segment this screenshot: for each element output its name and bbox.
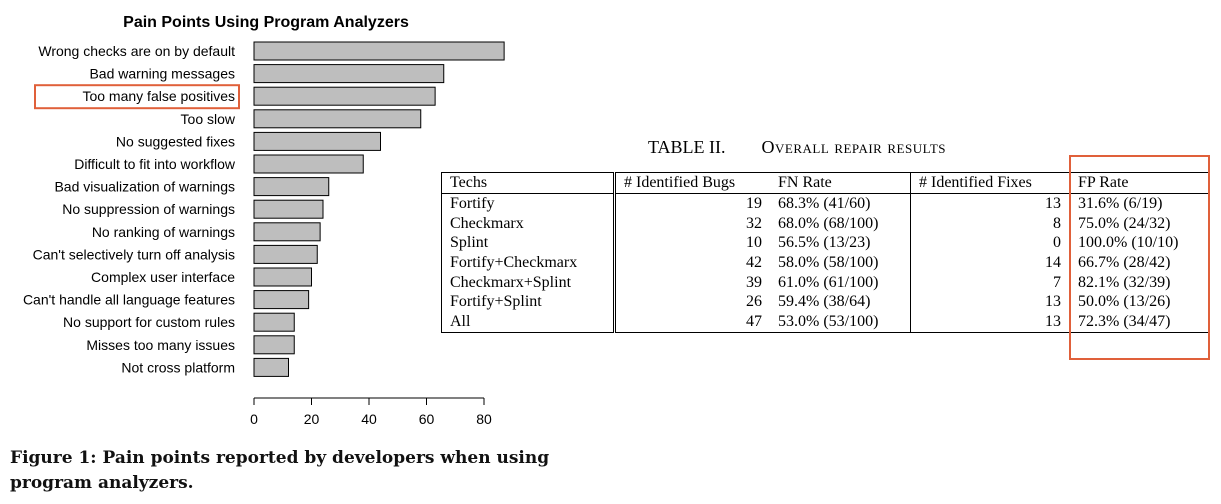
bar — [253, 222, 321, 242]
bar — [253, 199, 324, 219]
x-tick-label: 80 — [476, 411, 492, 427]
table-cell: 0 — [1053, 234, 1061, 252]
bars-group — [253, 41, 505, 377]
category-label: Wrong checks are on by default — [38, 43, 235, 59]
table-cell: 61.0% (61/100) — [770, 272, 911, 293]
table-header-cell: Techs — [441, 172, 616, 194]
table-cell: 50.0% (13/26) — [1069, 292, 1209, 312]
table-row: Checkmarx 32 68.0% (68/100) 8 75.0% (24/32) — [441, 213, 1209, 234]
table-cell: 75.0% (24/32) — [1069, 213, 1209, 234]
table-row: Fortify+Checkmarx 42 58.0% (58/100) 14 66.7%… — [441, 252, 1209, 273]
table-cell: 59.4% (38/64) — [770, 292, 911, 312]
table-number: TABLE II. — [648, 137, 726, 157]
table-cell: 53.0% (53/100) — [770, 311, 911, 332]
table-cell: 13 — [1045, 293, 1061, 311]
table-cell: 58.0% (58/100) — [770, 252, 911, 273]
table-cell: 13 — [1045, 195, 1061, 213]
category-label: Too slow — [181, 111, 236, 127]
table-cell: 68.0% (68/100) — [770, 213, 911, 234]
category-label: Difficult to fit into workflow — [74, 156, 236, 172]
category-label: No suggested fixes — [116, 133, 235, 149]
table-row: Checkmarx+Splint 39 61.0% (61/100) 7 82.1% (… — [441, 272, 1209, 293]
table-row: Splint 10 56.5% (13/23) 0 100.0% (10/10) — [441, 233, 1209, 253]
highlight-box-fp-rate — [1069, 155, 1210, 360]
table-cell: 14 — [1045, 254, 1061, 272]
table-cell: 10 — [746, 234, 762, 252]
table-cell: 31.6% (6/19) — [1069, 193, 1209, 214]
table-cell: 26 — [746, 293, 762, 311]
category-label: Not cross platform — [121, 359, 235, 375]
category-label: No ranking of warnings — [92, 224, 235, 240]
table-cell: 8 — [1053, 214, 1061, 232]
bar — [253, 177, 330, 197]
bar — [253, 290, 310, 310]
bar — [253, 244, 318, 264]
table-cell: 7 — [1053, 273, 1061, 291]
table-header-cell: # Identified Fixes — [910, 172, 1070, 194]
x-tick-label: 0 — [250, 411, 258, 427]
bar — [253, 267, 312, 287]
table-cell: Fortify — [441, 193, 616, 214]
table-cell: Fortify+Splint — [441, 292, 616, 312]
table-cell: 56.5% (13/23) — [770, 233, 911, 253]
category-label: Too many false positives — [82, 88, 235, 104]
table-header-cell: FN Rate — [770, 172, 911, 194]
table-row: Fortify 19 68.3% (41/60) 13 31.6% (6/19) — [441, 193, 1209, 214]
table-header-cell: # Identified Bugs — [614, 172, 770, 194]
highlight-box-false-positives — [34, 84, 240, 110]
repair-results-table: Techs # Identified Bugs FN Rate # Identifie… — [441, 172, 1209, 333]
category-label: Complex user interface — [91, 269, 235, 285]
bar — [253, 312, 295, 332]
category-label: Bad warning messages — [89, 66, 235, 82]
category-label: No support for custom rules — [63, 314, 235, 330]
table-cell: Splint — [441, 233, 616, 253]
bar — [253, 109, 422, 129]
table-cell: Checkmarx — [441, 213, 616, 234]
chart-title: Pain Points Using Program Analyzers — [123, 14, 409, 31]
table-cell: 47 — [746, 313, 762, 331]
table-cell: 13 — [1045, 313, 1061, 331]
category-labels-group: Wrong checks are on by default Bad warnin… — [23, 43, 236, 375]
x-tick-label: 60 — [419, 411, 435, 427]
category-label: No suppression of warnings — [62, 201, 235, 217]
table-cell: 42 — [746, 254, 762, 272]
bar — [253, 41, 505, 61]
table-cell: 39 — [746, 273, 762, 291]
table-cell: Fortify+Checkmarx — [441, 252, 616, 273]
bar — [253, 131, 381, 151]
category-label: Can't selectively turn off analysis — [33, 246, 235, 262]
table-cell: 66.7% (28/42) — [1069, 252, 1209, 273]
table-caption-text: Overall repair results — [761, 137, 947, 157]
figure-caption: Figure 1: Pain points reported by develo… — [10, 448, 550, 493]
bar — [253, 86, 436, 106]
x-axis: 0 20 40 60 80 — [250, 397, 492, 427]
table-cell: 68.3% (41/60) — [770, 193, 911, 214]
table-row: All 47 53.0% (53/100) 13 72.3% (34/47) — [441, 311, 1209, 332]
bar — [253, 64, 445, 84]
table-header-row: Techs # Identified Bugs FN Rate # Identifie… — [441, 172, 1209, 194]
table-cell: All — [441, 311, 616, 332]
table-body: Fortify 19 68.3% (41/60) 13 31.6% (6/19) Chec… — [441, 193, 1209, 332]
bar — [253, 154, 364, 174]
category-label: Bad visualization of warnings — [54, 179, 235, 195]
table-cell: 32 — [746, 214, 762, 232]
table-title: TABLE II. Overall repair results — [648, 137, 946, 158]
table-cell: Checkmarx+Splint — [441, 272, 616, 293]
table-cell: 19 — [746, 195, 762, 213]
x-tick-label: 20 — [304, 411, 320, 427]
table-row: Fortify+Splint 26 59.4% (38/64) 13 50.0% (13… — [441, 292, 1209, 312]
category-label: Can't handle all language features — [23, 292, 235, 308]
bar — [253, 357, 289, 377]
bar — [253, 335, 295, 355]
x-tick-label: 40 — [361, 411, 377, 427]
category-label: Misses too many issues — [86, 337, 235, 353]
